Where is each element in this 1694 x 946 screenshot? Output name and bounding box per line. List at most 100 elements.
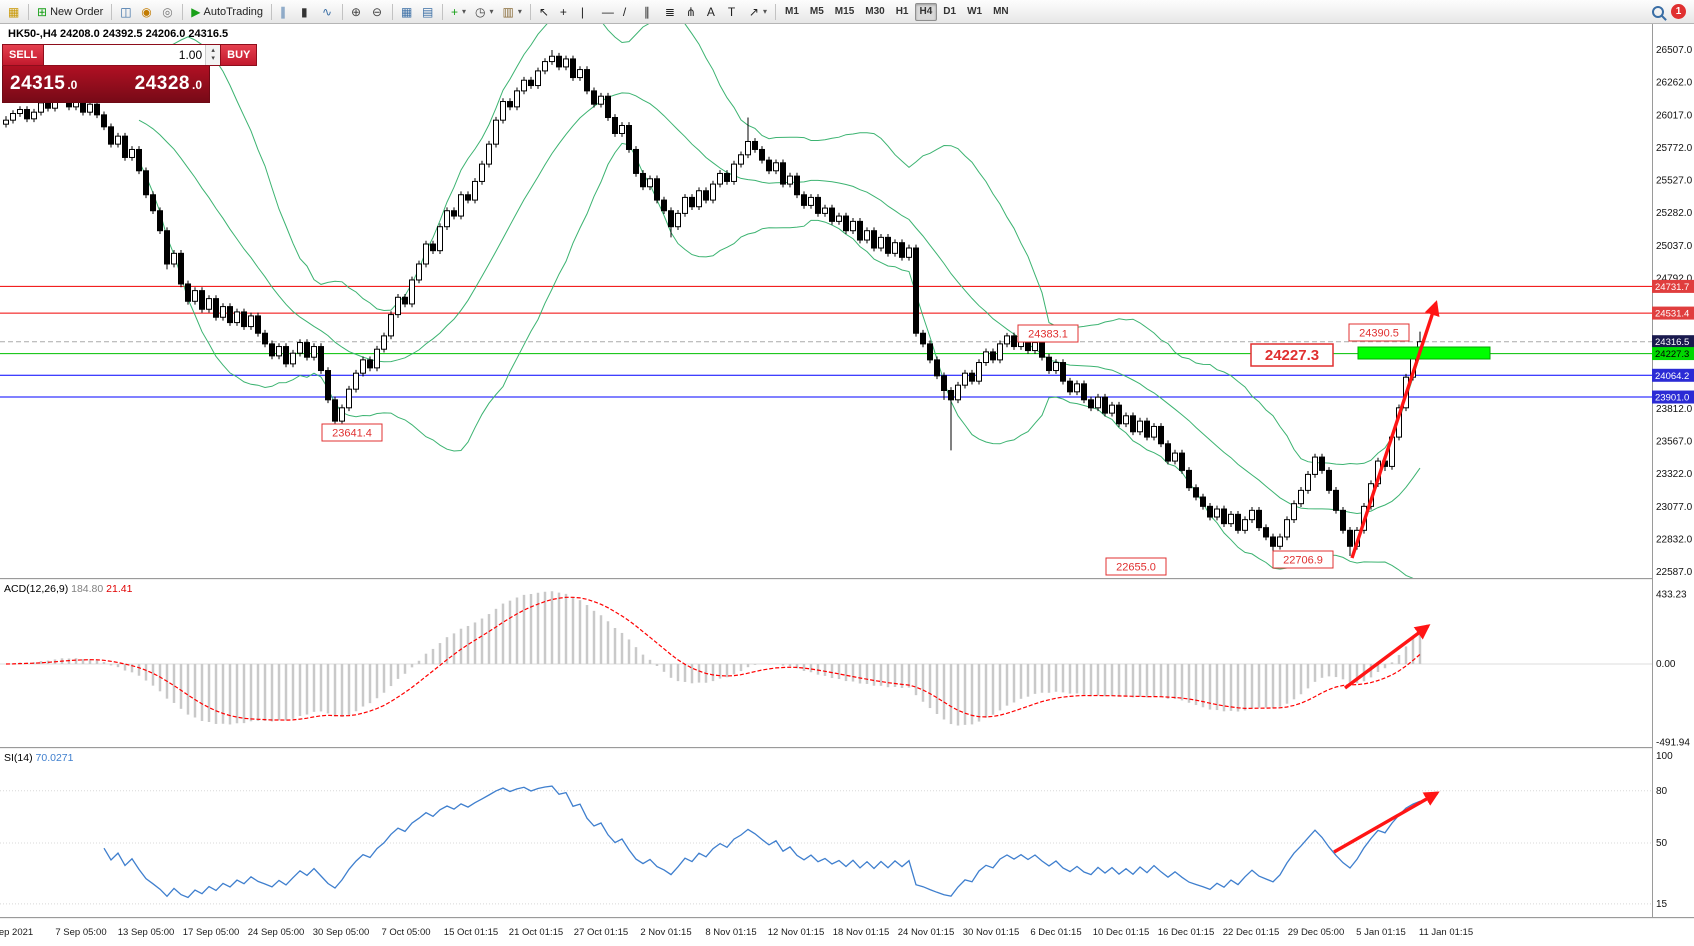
projection-arrow[interactable] bbox=[1350, 300, 1440, 559]
price-axis-bg bbox=[1653, 24, 1694, 917]
text-tool-button[interactable]: A bbox=[703, 2, 723, 22]
channel-tool-icon: ∥ bbox=[643, 4, 650, 19]
candle-body bbox=[1193, 487, 1199, 498]
timeframe-m15[interactable]: M15 bbox=[830, 3, 859, 21]
candle-body bbox=[325, 370, 331, 401]
candle-body bbox=[1256, 509, 1262, 529]
price-annotation-box[interactable] bbox=[1250, 343, 1334, 367]
candle-body bbox=[640, 172, 646, 188]
sell-button[interactable]: SELL bbox=[2, 44, 45, 66]
projection-arrow[interactable] bbox=[1333, 791, 1440, 854]
candle-body bbox=[1207, 505, 1213, 518]
candle-body bbox=[1235, 513, 1241, 531]
price-annotation-text: 23641.4 bbox=[332, 428, 372, 440]
zoom-in-button[interactable]: ⊕ bbox=[347, 2, 367, 22]
cursor-tool-button[interactable]: ↖ bbox=[535, 2, 555, 22]
time-axis-label: 8 Nov 01:15 bbox=[705, 927, 756, 938]
price-annotation-box[interactable] bbox=[321, 423, 383, 442]
candle-body bbox=[542, 61, 548, 72]
demand-zone-rectangle[interactable] bbox=[1357, 346, 1491, 360]
timeframe-d1[interactable]: D1 bbox=[938, 3, 961, 21]
buy-button[interactable]: BUY bbox=[220, 44, 258, 66]
candle-body bbox=[871, 230, 877, 249]
channel-tool-button[interactable]: ∥ bbox=[640, 2, 660, 22]
time-axis-label: 24 Sep 05:00 bbox=[248, 927, 305, 938]
candle-body bbox=[1333, 489, 1339, 511]
timeframe-m5[interactable]: M5 bbox=[805, 3, 829, 21]
toolbar-separator bbox=[774, 3, 776, 20]
time-axis-label: 7 Oct 05:00 bbox=[381, 927, 430, 938]
price-axis-label: 24792.0 bbox=[1656, 273, 1693, 284]
timeframe-m30[interactable]: M30 bbox=[860, 3, 889, 21]
text-label-tool-icon: T bbox=[727, 4, 736, 19]
arrow-tools-button[interactable]: ↗ ▾ bbox=[745, 2, 771, 22]
timeframe-mn[interactable]: MN bbox=[988, 3, 1014, 21]
bar-chart-type-button[interactable]: ∥ bbox=[276, 2, 296, 22]
buy-price[interactable]: 24328.0 bbox=[135, 73, 202, 95]
candle-body bbox=[507, 101, 513, 108]
price-annotation-box[interactable] bbox=[1348, 323, 1410, 342]
line-chart-type-button[interactable]: ∿ bbox=[318, 2, 338, 22]
candle-body bbox=[570, 58, 576, 79]
timeframe-h1[interactable]: H1 bbox=[891, 3, 914, 21]
timeframe-w1[interactable]: W1 bbox=[962, 3, 987, 21]
candle-body bbox=[1032, 342, 1038, 352]
volume-input[interactable] bbox=[44, 45, 206, 65]
timeframe-menu-button[interactable]: ◷ ▾ bbox=[471, 2, 498, 22]
candle-body bbox=[241, 311, 247, 328]
candlestick-type-button[interactable]: ▮ bbox=[297, 2, 317, 22]
macd-indicator-label: ACD(12,26,9) 184.80 21.41 bbox=[4, 583, 133, 595]
crosshair-tool-button[interactable]: + bbox=[556, 2, 576, 22]
one-click-trading-panel: SELL ▴ ▾ BUY 24315.0 24328.0 bbox=[2, 44, 258, 103]
candle-body bbox=[549, 55, 555, 63]
candle-body bbox=[857, 220, 863, 241]
candle-body bbox=[10, 113, 16, 121]
price-annotation-box[interactable] bbox=[1017, 324, 1079, 343]
notifications-badge[interactable]: 1 bbox=[1671, 4, 1686, 19]
fibonacci-tool-button[interactable]: ≣ bbox=[661, 2, 681, 22]
tile-windows-button[interactable]: ▦ bbox=[397, 2, 417, 22]
candle-body bbox=[1137, 420, 1143, 433]
new-order-button[interactable]: ⊞ New Order bbox=[33, 2, 107, 22]
timeframe-m1[interactable]: M1 bbox=[780, 3, 804, 21]
candle-body bbox=[94, 103, 100, 116]
template-menu-button[interactable]: ▥ ▾ bbox=[499, 2, 526, 22]
vertical-line-tool-button[interactable]: | bbox=[577, 2, 597, 22]
rsi-axis-label: 50 bbox=[1656, 838, 1668, 849]
candle-body bbox=[346, 388, 352, 409]
candle-body bbox=[1326, 469, 1332, 491]
zoom-out-button[interactable]: ⊖ bbox=[368, 2, 388, 22]
time-axis-label: 30 Sep 05:00 bbox=[313, 927, 370, 938]
add-indicator-button[interactable]: + ▾ bbox=[447, 2, 470, 22]
charts-window-button[interactable]: ◫ bbox=[116, 2, 136, 22]
sell-price[interactable]: 24315.0 bbox=[10, 73, 77, 95]
search-icon[interactable] bbox=[1652, 5, 1664, 18]
pitchfork-tool-button[interactable]: ⋔ bbox=[682, 2, 702, 22]
trendline-tool-button[interactable]: / bbox=[619, 2, 639, 22]
price-annotation-box[interactable] bbox=[1105, 557, 1167, 576]
candle-body bbox=[850, 220, 856, 232]
candle-body bbox=[1095, 396, 1101, 409]
macd-axis-label: 0.00 bbox=[1656, 659, 1676, 670]
autotrading-button[interactable]: ▶ AutoTrading bbox=[187, 2, 267, 22]
price-axis-label: 25772.0 bbox=[1656, 143, 1693, 154]
main-chart-panel bbox=[0, 24, 1652, 578]
candle-body bbox=[423, 243, 429, 265]
volume-up-button[interactable]: ▴ bbox=[211, 47, 215, 54]
candle-body bbox=[675, 212, 681, 228]
candle-body bbox=[864, 230, 870, 241]
scripts-button[interactable]: ◎ bbox=[158, 2, 178, 22]
app-icon[interactable]: ▦ bbox=[4, 2, 24, 22]
pitchfork-tool-icon: ⋔ bbox=[685, 4, 696, 19]
alerts-button[interactable]: ◉ bbox=[137, 2, 157, 22]
projection-arrow[interactable] bbox=[1343, 624, 1431, 690]
arrange-windows-button[interactable]: ▤ bbox=[418, 2, 438, 22]
volume-down-button[interactable]: ▾ bbox=[211, 55, 215, 62]
candle-body bbox=[1046, 356, 1052, 372]
text-label-tool-button[interactable]: T bbox=[724, 2, 744, 22]
timeframe-h4[interactable]: H4 bbox=[914, 2, 938, 21]
candle-body bbox=[374, 348, 380, 369]
horizontal-line-tool-button[interactable]: — bbox=[598, 2, 618, 22]
price-annotation-box[interactable] bbox=[1272, 550, 1334, 569]
time-axis-label: 11 Jan 01:15 bbox=[1419, 927, 1473, 938]
